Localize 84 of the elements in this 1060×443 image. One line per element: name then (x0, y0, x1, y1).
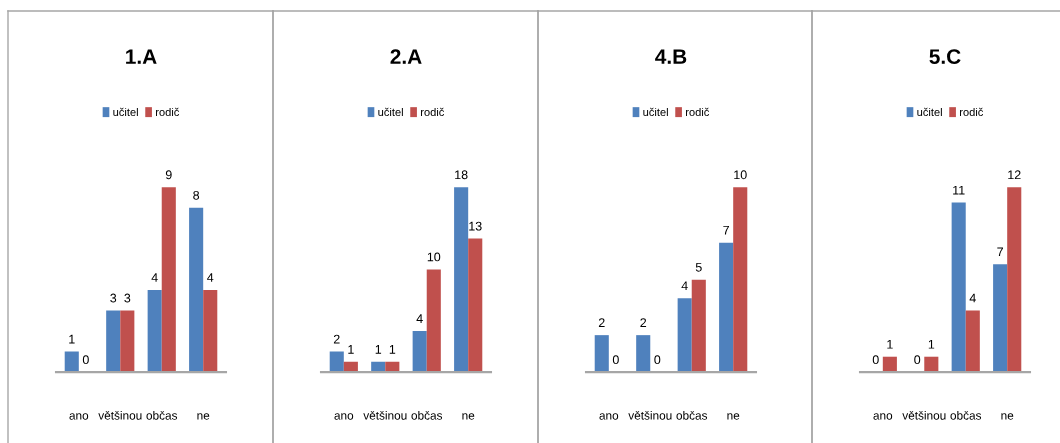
data-label: 2 (640, 318, 647, 327)
data-label: 3 (110, 293, 117, 303)
data-label: 7 (723, 225, 729, 235)
legend-label: učitel (643, 107, 668, 117)
legend-label: rodič (156, 107, 180, 117)
bar (594, 335, 609, 373)
bar (1007, 187, 1022, 373)
bar (719, 242, 734, 373)
chart-title: 2.A (390, 49, 422, 64)
x-tick-label: občas (676, 410, 708, 420)
bar (993, 264, 1008, 373)
bar (924, 356, 939, 373)
data-label: 3 (124, 293, 131, 303)
x-tick-label: občas (146, 410, 178, 420)
data-label: 4 (969, 293, 976, 303)
data-label: 4 (681, 281, 688, 291)
bar (64, 351, 79, 373)
bar (329, 351, 344, 373)
legend-label: rodič (421, 107, 445, 117)
x-tick-label: ne (462, 413, 475, 420)
bar (733, 187, 748, 373)
bar (882, 356, 897, 373)
x-tick-label: ano (69, 413, 89, 420)
x-tick-label: ne (727, 413, 740, 420)
data-label: 0 (914, 355, 921, 365)
bar (189, 207, 204, 373)
legend-label: učitel (378, 107, 403, 117)
legend-label: učitel (917, 107, 942, 117)
data-label: 1 (348, 345, 354, 354)
data-label: 4 (151, 273, 158, 282)
bar (965, 310, 980, 373)
bar (161, 187, 176, 373)
data-label: 0 (654, 355, 661, 365)
bar (636, 335, 651, 373)
data-label: 0 (872, 355, 879, 365)
x-tick-label: ne (197, 413, 210, 420)
x-tick-label: většinou (363, 410, 407, 420)
legend-label: rodič (686, 107, 710, 117)
data-label: 13 (469, 221, 482, 231)
data-label: 2 (598, 318, 605, 327)
data-label: 1 (389, 345, 396, 354)
x-tick-label: většinou (98, 410, 142, 420)
data-label: 0 (82, 355, 89, 365)
data-label: 4 (207, 273, 214, 282)
bar (412, 331, 427, 373)
chart-title: 5.C (929, 49, 961, 64)
bar (454, 187, 469, 373)
data-label: 1 (375, 345, 382, 354)
bar (951, 202, 966, 373)
data-label: 7 (997, 247, 1003, 257)
data-label: 11 (953, 185, 965, 195)
chart-title: 4.B (655, 49, 687, 64)
x-tick-label: ano (873, 413, 893, 420)
x-tick-label: občas (411, 410, 443, 420)
data-label: 9 (165, 170, 172, 180)
x-tick-label: ano (599, 413, 619, 420)
data-label: 18 (455, 170, 468, 180)
data-label: 12 (1008, 170, 1021, 180)
x-tick-label: většinou (628, 410, 672, 420)
data-label: 4 (416, 314, 423, 323)
legend-label: rodič (960, 107, 984, 117)
bar (147, 289, 162, 373)
x-tick-label: většinou (902, 410, 946, 420)
bar (468, 238, 483, 373)
x-tick-label: občas (950, 410, 982, 420)
bar (426, 269, 441, 373)
data-label: 1 (928, 339, 935, 349)
chart-title: 1.A (126, 49, 157, 64)
data-label: 8 (193, 190, 200, 200)
data-label: 2 (333, 334, 340, 344)
bar (106, 310, 121, 373)
data-label: 1 (69, 334, 75, 344)
data-label: 5 (695, 262, 702, 272)
data-label: 0 (612, 355, 619, 365)
x-tick-label: ne (1001, 413, 1014, 420)
x-tick-label: ano (334, 413, 354, 420)
bar (203, 289, 218, 373)
data-label: 10 (734, 170, 747, 180)
bar (677, 298, 692, 373)
legend-label: učitel (113, 107, 138, 117)
data-label: 1 (887, 339, 893, 349)
bar (691, 279, 706, 373)
data-label: 10 (427, 252, 441, 262)
bar (120, 310, 135, 373)
